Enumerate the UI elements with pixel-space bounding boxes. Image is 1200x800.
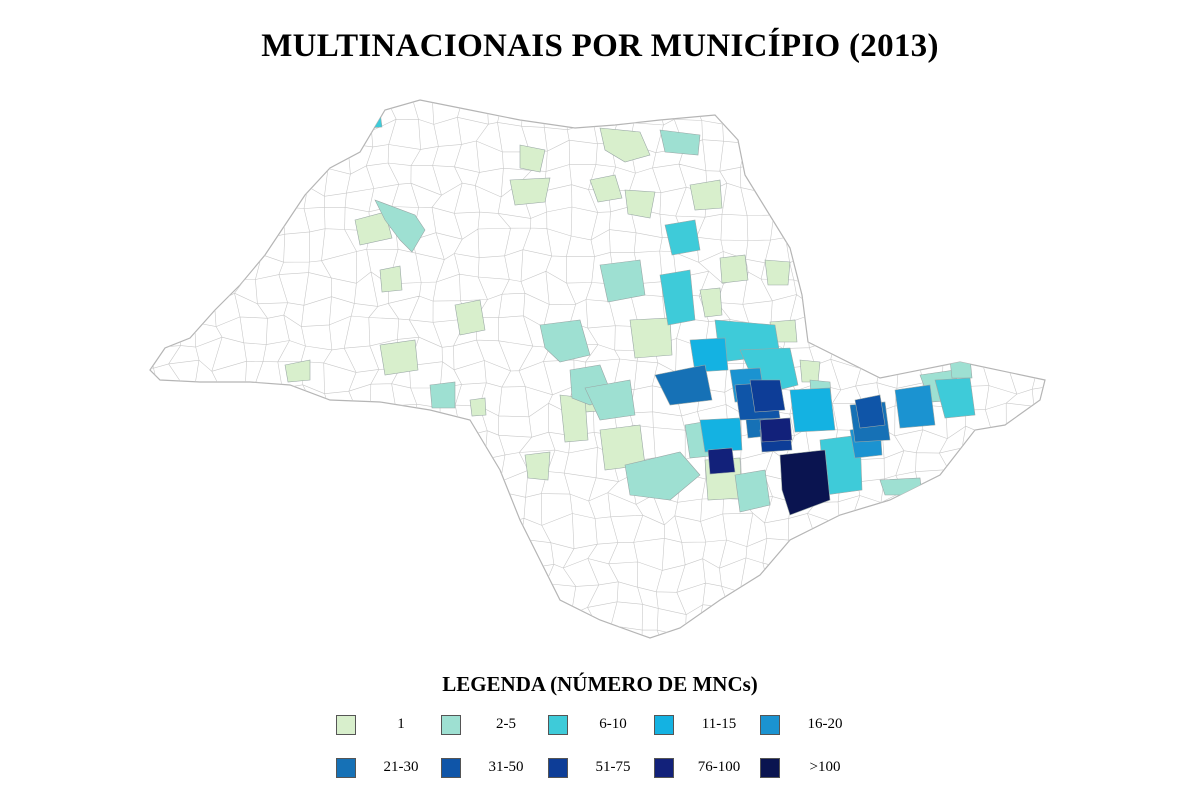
legend-item: 11-15 [654, 715, 764, 739]
municipality [799, 359, 821, 383]
municipality [599, 259, 646, 303]
legend-label: 21-30 [383, 759, 419, 775]
legend-label: 76-100 [697, 759, 741, 775]
legend-item: >100 [760, 758, 870, 782]
legend-item: 2-5 [441, 715, 551, 739]
legend-title: LEGENDA (NÚMERO DE MNCs) [442, 672, 758, 696]
legend-swatch [548, 758, 568, 778]
municipality [354, 211, 393, 246]
municipality [949, 357, 973, 379]
municipality [654, 364, 713, 406]
municipality [379, 339, 419, 376]
municipality [759, 417, 793, 443]
legend: 1 2-5 6-10 11-15 16-20 21-30 31-50 51-75… [336, 715, 876, 785]
legend-item: 21-30 [336, 758, 446, 782]
legend-label: 1 [397, 716, 405, 732]
municipality [629, 317, 673, 359]
legend-swatch [548, 715, 568, 735]
municipality [779, 449, 831, 516]
legend-swatch [336, 758, 356, 778]
legend-label: 6-10 [599, 716, 627, 732]
municipality [699, 287, 723, 318]
state-map-svg [149, 99, 1046, 639]
municipality [749, 379, 786, 413]
municipality [539, 319, 591, 363]
legend-item: 51-75 [548, 758, 658, 782]
legend-item: 16-20 [760, 715, 870, 739]
legend-label: 11-15 [701, 716, 737, 732]
municipality [624, 451, 701, 501]
municipality [934, 377, 976, 419]
map-title: MULTINACIONAIS POR MUNICÍPIO (2013) [261, 28, 939, 64]
municipality [599, 127, 651, 163]
municipality [764, 259, 791, 286]
municipality [524, 451, 551, 481]
municipality [699, 417, 743, 453]
municipality [454, 299, 486, 336]
legend-label: >100 [809, 759, 841, 775]
municipality [659, 269, 696, 326]
legend-swatch [441, 758, 461, 778]
municipality [284, 359, 311, 383]
legend-label: 51-75 [595, 759, 631, 775]
municipality [789, 387, 836, 433]
shaded-municipalities [284, 111, 976, 516]
municipality [624, 189, 656, 219]
legend-label: 2-5 [496, 716, 516, 732]
municipality [374, 199, 426, 253]
choropleth-map [0, 80, 1200, 660]
legend-label: 16-20 [807, 716, 843, 732]
municipality [689, 337, 729, 373]
legend-item: 1 [336, 715, 446, 739]
legend-swatch [441, 715, 461, 735]
municipality [707, 447, 736, 475]
legend-item: 76-100 [654, 758, 764, 782]
municipality [584, 379, 636, 421]
municipality [519, 144, 546, 173]
municipality [719, 254, 749, 284]
municipality [689, 179, 723, 211]
legend-swatch [336, 715, 356, 735]
legend-label: 31-50 [488, 759, 524, 775]
municipality [469, 397, 487, 417]
municipality [854, 394, 886, 429]
legend-swatch [654, 715, 674, 735]
legend-swatch [760, 715, 780, 735]
municipality [659, 129, 701, 156]
municipality [879, 477, 923, 496]
municipality [364, 111, 383, 129]
municipality [894, 384, 936, 429]
municipality [509, 177, 551, 206]
legend-item: 31-50 [441, 758, 551, 782]
legend-swatch [654, 758, 674, 778]
municipality [589, 174, 623, 203]
municipality [429, 381, 456, 409]
municipality [379, 265, 403, 293]
legend-item: 6-10 [548, 715, 658, 739]
municipality [664, 219, 701, 256]
municipality [734, 469, 771, 513]
legend-swatch [760, 758, 780, 778]
